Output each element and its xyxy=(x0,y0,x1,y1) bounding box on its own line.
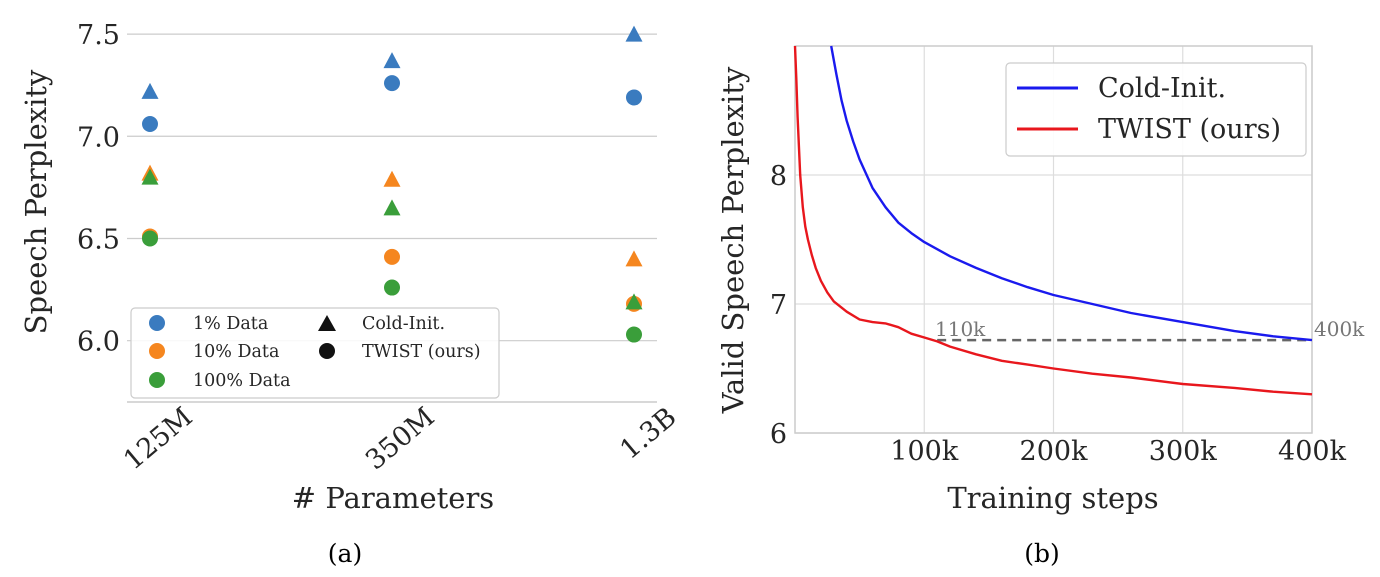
scatter-point-triangle xyxy=(383,52,401,69)
legend-twist-circle-icon xyxy=(319,343,335,359)
panel-b-plot-frame xyxy=(794,45,1313,434)
panel-a-scatter: 6.0 6.5 7.0 7.5 125M 350M 1.3B Speech Perplex… xyxy=(19,20,682,568)
scatter-point-circle xyxy=(626,89,642,106)
scatter-point-triangle xyxy=(625,25,643,42)
panel-a-x-ticks: 125M 350M 1.3B xyxy=(118,402,683,477)
panel-b-x-ticks: 100k 200k 300k 400k xyxy=(890,436,1346,467)
scatter-point-circle xyxy=(384,248,400,265)
scatter-point-triangle xyxy=(141,82,159,99)
scatter-point-circle xyxy=(142,116,158,133)
panel-a-markers xyxy=(141,25,643,343)
panel-a-y-tick-label: 6.0 xyxy=(77,327,120,358)
panel-a-y-tick-label: 6.5 xyxy=(77,224,120,255)
panel-b-line: 6 7 8 100k 200k 300k 400k 110k 400k Valid Spe… xyxy=(716,45,1365,568)
panel-a-y-tick-label: 7.5 xyxy=(77,20,120,51)
series-line xyxy=(830,45,1313,342)
legend-cold-init-triangle-icon xyxy=(318,315,336,331)
legend-1pct-label: 1% Data xyxy=(193,314,268,334)
panel-a-y-ticks: 6.0 6.5 7.0 7.5 xyxy=(77,20,120,358)
panel-a-x-tick-label: 350M xyxy=(360,402,441,477)
panel-b-x-tick-label: 400k xyxy=(1278,436,1347,467)
panel-b-x-tick-label: 300k xyxy=(1149,436,1218,467)
scatter-point-triangle xyxy=(383,199,401,216)
panel-b-series-lines xyxy=(793,45,1313,396)
ref-label-end: 400k xyxy=(1314,317,1365,341)
panel-b-x-tick-label: 100k xyxy=(890,436,959,467)
legend-cold-init-label: Cold-Init. xyxy=(362,314,445,334)
scatter-point-circle xyxy=(384,75,400,92)
scatter-point-circle xyxy=(626,326,642,343)
panel-a-y-tick-label: 7.0 xyxy=(77,122,120,153)
panel-b-caption: (b) xyxy=(1024,539,1060,568)
scatter-point-circle xyxy=(384,279,400,296)
panel-b-y-ticks: 6 7 8 xyxy=(770,161,787,450)
panel-a-x-axis-label: # Parameters xyxy=(292,481,494,515)
panel-a-x-tick-label: 125M xyxy=(118,402,199,477)
panel-b-legend: Cold-Init. TWIST (ours) xyxy=(1005,62,1307,157)
legend-twist-name: TWIST (ours) xyxy=(1098,114,1281,145)
legend-twist-label: TWIST (ours) xyxy=(362,342,481,362)
legend-100pct-label: 100% Data xyxy=(193,371,291,391)
panel-b-y-tick-label: 8 xyxy=(770,161,787,192)
scatter-point-triangle xyxy=(625,250,643,267)
panel-b-x-axis-label: Training steps xyxy=(947,481,1158,515)
panel-a-y-axis-label: Speech Perplexity xyxy=(19,69,53,334)
scatter-point-triangle xyxy=(383,170,401,187)
panel-b-y-tick-label: 6 xyxy=(770,419,787,450)
panel-b-y-axis-label: Valid Speech Perplexity xyxy=(716,66,750,414)
panel-a-legend: 1% Data 10% Data 100% Data Cold-Init. TW… xyxy=(130,307,500,399)
legend-100pct-marker xyxy=(149,372,165,388)
scatter-point-triangle xyxy=(141,168,159,185)
legend-10pct-label: 10% Data xyxy=(193,342,279,362)
series-line xyxy=(793,45,1313,396)
panel-a-legend-frame xyxy=(130,307,500,399)
legend-cold-init-name: Cold-Init. xyxy=(1098,73,1226,104)
legend-1pct-marker xyxy=(149,315,165,331)
panel-b-y-tick-label: 7 xyxy=(770,290,787,321)
panel-b-legend-frame xyxy=(1005,62,1307,157)
scatter-point-circle xyxy=(142,230,158,247)
legend-10pct-marker xyxy=(149,343,165,359)
panel-a-x-tick-label: 1.3B xyxy=(614,402,682,466)
scatter-point-triangle xyxy=(625,293,643,310)
panel-a-caption: (a) xyxy=(328,539,362,568)
panel-b-x-tick-label: 200k xyxy=(1020,436,1089,467)
ref-label-start: 110k xyxy=(935,317,986,341)
